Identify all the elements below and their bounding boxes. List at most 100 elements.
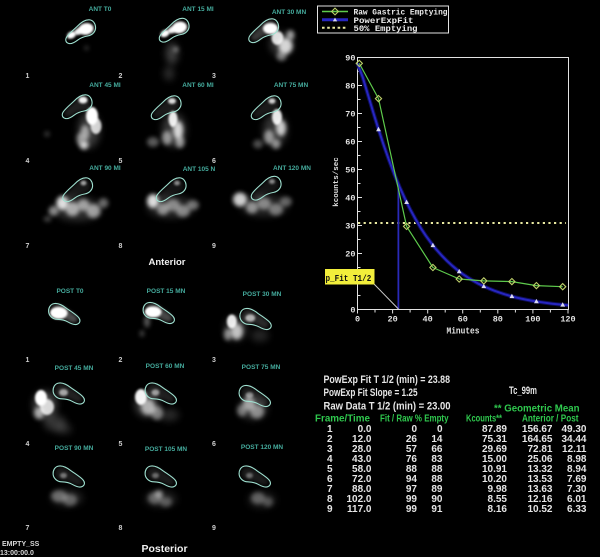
svg-text:ANT 105 N: ANT 105 N — [183, 166, 216, 173]
svg-text:99: 99 — [406, 494, 418, 505]
svg-text:2: 2 — [119, 357, 123, 364]
svg-text:4: 4 — [26, 441, 30, 448]
svg-text:9.98: 9.98 — [488, 484, 508, 495]
svg-text:Exp_Fit T1/2: Exp_Fit T1/2 — [316, 273, 371, 284]
svg-text:6: 6 — [327, 474, 333, 485]
svg-text:5: 5 — [119, 441, 123, 448]
svg-text:POST T0: POST T0 — [56, 288, 83, 295]
svg-text:40: 40 — [423, 315, 433, 325]
svg-text:ANT 30 MN: ANT 30 MN — [272, 9, 307, 16]
svg-text:9: 9 — [212, 243, 216, 250]
svg-text:EMPTY_SS: EMPTY_SS — [2, 541, 40, 548]
svg-text:8.16: 8.16 — [488, 504, 508, 515]
svg-text:120: 120 — [560, 315, 575, 325]
svg-text:POST 60 MN: POST 60 MN — [146, 363, 185, 370]
svg-text:0: 0 — [411, 424, 417, 435]
svg-text:49.30: 49.30 — [561, 424, 586, 435]
svg-text:8: 8 — [327, 494, 333, 505]
svg-text:15.00: 15.00 — [482, 454, 507, 465]
svg-text:0: 0 — [355, 315, 360, 325]
svg-text:3: 3 — [327, 444, 333, 455]
svg-text:66: 66 — [431, 444, 443, 455]
svg-text:76: 76 — [406, 454, 418, 465]
svg-text:ANT 45 MI: ANT 45 MI — [89, 82, 121, 89]
svg-text:60: 60 — [345, 138, 355, 148]
svg-text:Tc_99m: Tc_99m — [509, 385, 537, 397]
svg-text:8: 8 — [119, 243, 123, 250]
svg-text:25.06: 25.06 — [527, 454, 552, 465]
svg-text:8.98: 8.98 — [567, 454, 587, 465]
svg-text:13.63: 13.63 — [527, 484, 552, 495]
svg-text:POST 30 MN: POST 30 MN — [243, 291, 282, 298]
svg-text:Raw Gastric Emptying: Raw Gastric Emptying — [354, 8, 448, 18]
svg-text:POST 45 MN: POST 45 MN — [55, 365, 94, 372]
svg-text:7: 7 — [26, 243, 30, 250]
svg-text:ANT T0: ANT T0 — [89, 6, 112, 13]
svg-text:30: 30 — [345, 222, 355, 232]
svg-text:1: 1 — [327, 424, 333, 435]
svg-text:102.0: 102.0 — [346, 494, 371, 505]
svg-text:1: 1 — [26, 357, 30, 364]
svg-text:Kcounts**: Kcounts** — [466, 414, 502, 425]
svg-text:0.0: 0.0 — [358, 424, 372, 435]
svg-text:13:00:00.0: 13:00:00.0 — [0, 550, 34, 557]
svg-text:91: 91 — [431, 504, 443, 515]
svg-text:PowExp Fit T 1/2 (min) = 23.88: PowExp Fit T 1/2 (min) = 23.88 — [324, 374, 451, 386]
svg-text:9: 9 — [212, 525, 216, 532]
svg-text:3: 3 — [212, 73, 216, 80]
svg-text:POST 120 MN: POST 120 MN — [241, 444, 284, 451]
svg-text:60: 60 — [458, 315, 468, 325]
svg-text:7: 7 — [26, 525, 30, 532]
svg-text:POST 75 MN: POST 75 MN — [242, 364, 281, 371]
svg-text:80: 80 — [345, 82, 355, 92]
svg-text:72.0: 72.0 — [352, 474, 372, 485]
svg-text:5: 5 — [327, 464, 333, 475]
svg-text:83: 83 — [431, 454, 443, 465]
svg-text:50% Emptying: 50% Emptying — [354, 24, 418, 34]
svg-text:7.30: 7.30 — [567, 484, 587, 495]
svg-text:72.81: 72.81 — [527, 444, 552, 455]
svg-text:6.33: 6.33 — [567, 504, 587, 515]
svg-text:12.16: 12.16 — [527, 494, 552, 505]
svg-text:POST 90 MN: POST 90 MN — [55, 445, 94, 452]
svg-text:12.0: 12.0 — [352, 434, 372, 445]
svg-text:20: 20 — [345, 250, 355, 260]
svg-text:0: 0 — [437, 424, 443, 435]
svg-text:10.20: 10.20 — [482, 474, 507, 485]
svg-text:Minutes: Minutes — [447, 326, 480, 337]
svg-text:14: 14 — [431, 434, 443, 445]
svg-text:80: 80 — [493, 315, 503, 325]
svg-text:10.91: 10.91 — [482, 464, 507, 475]
svg-text:97: 97 — [406, 484, 418, 495]
svg-text:9: 9 — [327, 504, 333, 515]
svg-text:PowExp Fit Slope = 1.25: PowExp Fit Slope = 1.25 — [324, 387, 418, 399]
svg-text:ANT 120 MN: ANT 120 MN — [273, 165, 311, 172]
svg-text:0: 0 — [350, 306, 355, 316]
svg-text:6: 6 — [212, 441, 216, 448]
svg-text:PowerExpFit: PowerExpFit — [354, 16, 414, 26]
svg-text:5: 5 — [119, 158, 123, 165]
svg-text:POST 105 MN: POST 105 MN — [145, 446, 188, 453]
svg-text:8: 8 — [119, 525, 123, 532]
svg-text:88: 88 — [431, 464, 443, 475]
svg-text:7.69: 7.69 — [567, 474, 587, 485]
svg-text:164.65: 164.65 — [522, 434, 553, 445]
svg-text:117.0: 117.0 — [347, 504, 372, 515]
svg-text:75.31: 75.31 — [482, 434, 507, 445]
svg-text:88.0: 88.0 — [352, 484, 372, 495]
svg-text:94: 94 — [406, 474, 418, 485]
svg-text:34.44: 34.44 — [561, 434, 586, 445]
svg-text:58.0: 58.0 — [352, 464, 372, 475]
svg-text:13.32: 13.32 — [527, 464, 552, 475]
svg-text:Anterior / Post: Anterior / Post — [522, 414, 579, 425]
svg-text:88: 88 — [406, 464, 418, 475]
svg-text:87.89: 87.89 — [482, 424, 507, 435]
svg-text:12.11: 12.11 — [562, 444, 587, 455]
svg-text:Fit / Raw % Empty: Fit / Raw % Empty — [380, 414, 449, 425]
svg-text:99: 99 — [406, 504, 418, 515]
svg-text:26: 26 — [406, 434, 418, 445]
svg-text:57: 57 — [406, 444, 418, 455]
svg-text:8.94: 8.94 — [567, 464, 587, 475]
svg-text:10.52: 10.52 — [527, 504, 552, 515]
svg-text:88: 88 — [431, 474, 443, 485]
